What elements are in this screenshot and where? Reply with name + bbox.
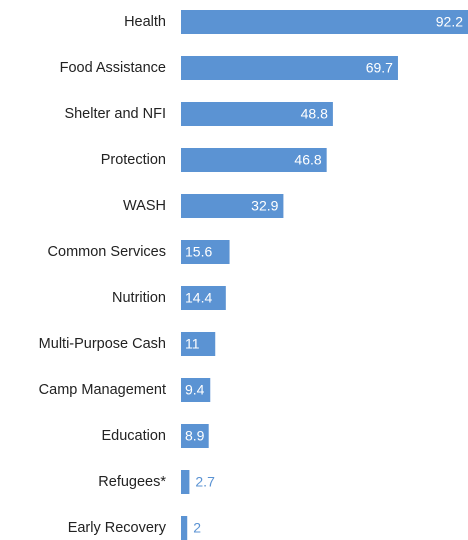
value-label: 2.7 <box>195 474 215 490</box>
category-label: WASH <box>123 198 166 214</box>
value-label: 32.9 <box>251 198 278 214</box>
bar <box>181 286 226 310</box>
bar <box>181 240 230 264</box>
value-label: 11 <box>185 336 200 352</box>
category-label: Camp Management <box>39 382 166 398</box>
category-label: Food Assistance <box>60 60 166 76</box>
value-label: 15.6 <box>185 244 212 260</box>
bar <box>181 10 468 34</box>
value-label: 9.4 <box>185 382 205 398</box>
value-label: 92.2 <box>436 14 463 30</box>
category-label: Health <box>124 14 166 30</box>
value-label: 2 <box>193 520 201 536</box>
value-label: 48.8 <box>301 106 328 122</box>
bar <box>181 102 333 126</box>
value-label: 14.4 <box>185 290 212 306</box>
category-label: Nutrition <box>112 290 166 306</box>
bar <box>181 148 327 172</box>
category-label: Early Recovery <box>68 520 167 536</box>
category-label: Education <box>102 428 167 444</box>
category-label: Refugees* <box>98 474 166 490</box>
bar <box>181 516 188 540</box>
bar <box>181 378 211 402</box>
category-label: Shelter and NFI <box>64 106 166 122</box>
bar <box>181 470 190 494</box>
bar <box>181 194 284 218</box>
bar <box>181 424 209 448</box>
category-label: Common Services <box>48 244 166 260</box>
bar <box>181 332 216 356</box>
category-label: Protection <box>101 152 166 168</box>
value-label: 46.8 <box>294 152 321 168</box>
value-label: 8.9 <box>185 428 205 444</box>
value-label: 69.7 <box>366 60 393 76</box>
category-label: Multi-Purpose Cash <box>39 336 166 352</box>
bar <box>181 56 398 80</box>
